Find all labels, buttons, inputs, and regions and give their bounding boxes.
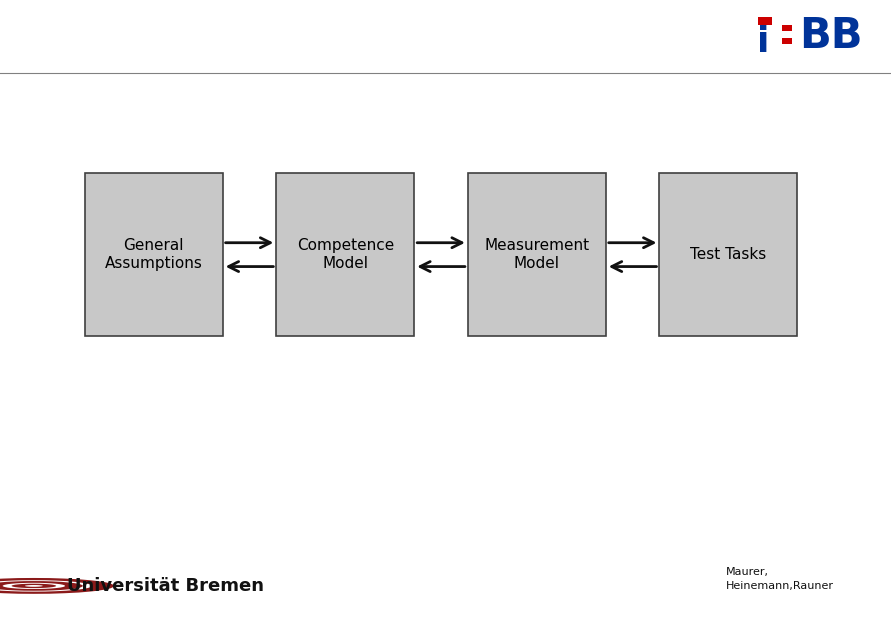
Bar (758, 17, 772, 25)
Bar (782, 38, 792, 45)
Bar (782, 25, 792, 31)
Wedge shape (0, 581, 83, 591)
Text: Test Tasks: Test Tasks (691, 247, 766, 262)
Bar (85, 173, 223, 336)
Text: Competence
Model: Competence Model (297, 238, 394, 271)
Text: Measurement
Model: Measurement Model (485, 238, 589, 271)
Text: General
Assumptions: General Assumptions (105, 238, 202, 271)
Bar (468, 173, 606, 336)
Bar (659, 173, 797, 336)
Wedge shape (0, 578, 114, 594)
Text: Maurer,
Heinemann,Rauner: Maurer, Heinemann,Rauner (726, 567, 834, 591)
Text: Universität Bremen: Universität Bremen (67, 577, 264, 595)
Bar (276, 173, 414, 336)
Text: i: i (757, 25, 770, 59)
Wedge shape (12, 583, 56, 588)
Text: BB: BB (799, 15, 863, 57)
